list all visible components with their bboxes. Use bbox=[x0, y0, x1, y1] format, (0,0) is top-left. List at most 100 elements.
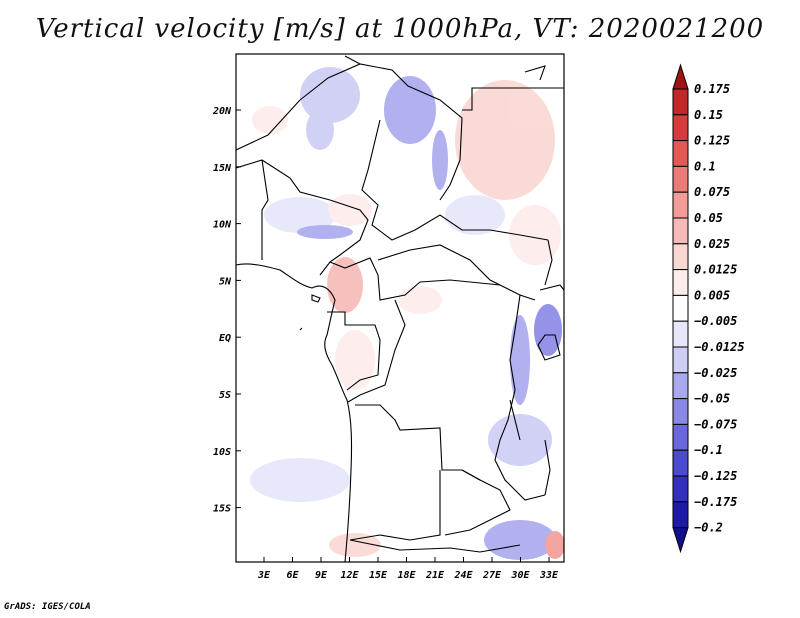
positive-velocity-patch bbox=[398, 286, 442, 314]
border-uganda bbox=[539, 284, 564, 291]
colorbar-segment bbox=[672, 140, 689, 167]
positive-velocity-patch bbox=[509, 205, 561, 265]
lon-tick-label: 21E bbox=[425, 570, 445, 581]
positive-velocity-patch bbox=[329, 533, 381, 557]
border-ethiopia bbox=[544, 239, 553, 286]
red-sea-coast bbox=[524, 65, 546, 81]
colorbar: 0.175 0.15 0.125 0.1 0.075 0.05 0.025 0.0125 0.0… bbox=[672, 63, 745, 554]
colorbar-segment bbox=[672, 165, 689, 193]
colorbar-segment bbox=[672, 449, 689, 477]
colorbar-bottom-arrow bbox=[672, 527, 689, 554]
lat-tick-label: 5S bbox=[219, 390, 231, 401]
lon-tick-label: 27E bbox=[482, 570, 502, 581]
colorbar-label: 0.0125 bbox=[694, 263, 737, 277]
colorbar-segment bbox=[672, 501, 689, 529]
colorbar-label: 0.15 bbox=[694, 108, 723, 122]
colorbar-label: 0.125 bbox=[694, 134, 730, 148]
colorbar-label: −0.05 bbox=[694, 392, 730, 406]
lon-tick-label: 18E bbox=[397, 570, 416, 581]
sao-tome bbox=[299, 327, 303, 331]
positive-velocity-patch bbox=[335, 330, 375, 390]
positive-velocity-patch bbox=[455, 80, 555, 200]
negative-velocity-patch bbox=[445, 195, 505, 235]
colorbar-segment bbox=[672, 269, 689, 296]
colorbar-label: −0.005 bbox=[694, 314, 737, 328]
border-angola-drc bbox=[355, 404, 481, 481]
lat-tick-label: 15N bbox=[213, 163, 232, 174]
negative-velocity-patch bbox=[250, 458, 350, 502]
negative-velocity-patch bbox=[534, 304, 562, 356]
map-frame bbox=[235, 53, 565, 563]
positive-velocity-patch bbox=[327, 257, 363, 313]
border-guinea-coast bbox=[261, 159, 269, 260]
grads-credit: GrADS: IGES/COLA bbox=[4, 602, 91, 612]
border-namibia-botswana bbox=[349, 539, 521, 553]
border-angola-namibia bbox=[349, 470, 441, 541]
negative-velocity-patch bbox=[432, 130, 448, 190]
positive-velocity-patch bbox=[545, 531, 564, 559]
colorbar-segment bbox=[672, 88, 689, 116]
border-north bbox=[344, 55, 361, 65]
colorbar-segment bbox=[672, 217, 689, 245]
colorbar-segment bbox=[672, 423, 689, 451]
colorbar-top-arrow bbox=[672, 63, 689, 90]
negative-velocity-patch bbox=[300, 67, 360, 123]
lat-tick-label: 15S bbox=[213, 504, 231, 515]
colorbar-segment bbox=[672, 398, 689, 425]
map-title: Vertical velocity [m/s] at 1000hPa, VT: … bbox=[35, 14, 765, 44]
country-borders bbox=[236, 55, 564, 562]
colorbar-label: 0.05 bbox=[694, 211, 723, 225]
bioko-island bbox=[311, 294, 321, 303]
border-drc-east bbox=[494, 294, 546, 501]
colorbar-label: 0.075 bbox=[694, 185, 730, 199]
border-mali bbox=[236, 99, 301, 151]
lon-tick-label: 6E bbox=[286, 570, 299, 581]
border-west-africa bbox=[236, 159, 369, 276]
border-congo-drc bbox=[347, 299, 406, 403]
colorbar-segment bbox=[672, 191, 689, 219]
border-zambia bbox=[444, 469, 511, 536]
negative-velocity-patch bbox=[484, 520, 556, 560]
lon-tick-label: 33E bbox=[539, 570, 559, 581]
lake-tanganyika bbox=[509, 399, 521, 441]
lon-tick-label: 30E bbox=[510, 570, 530, 581]
colorbar-label: −0.175 bbox=[694, 495, 737, 509]
colorbar-segment bbox=[672, 294, 689, 322]
atlantic-coastline bbox=[236, 263, 353, 562]
lat-tick-label: 10N bbox=[213, 220, 232, 231]
colorbar-segment bbox=[672, 346, 689, 374]
longitude-axis: 3E 6E 9E 12E 15E 18E 21E 24E 27E 30E 33E bbox=[257, 557, 559, 581]
velocity-shading bbox=[250, 67, 564, 560]
lon-tick-label: 12E bbox=[340, 570, 359, 581]
colorbar-label: 0.175 bbox=[694, 82, 730, 96]
lake-victoria bbox=[537, 334, 561, 361]
colorbar-segment bbox=[672, 320, 689, 348]
colorbar-label: −0.075 bbox=[694, 417, 737, 431]
colorbar-segment bbox=[672, 475, 689, 503]
border-cameroon-car bbox=[329, 257, 501, 301]
negative-velocity-patch bbox=[297, 225, 353, 239]
negative-velocity-patch bbox=[510, 315, 530, 405]
border-sahel bbox=[299, 63, 463, 201]
lon-tick-label: 3E bbox=[257, 570, 271, 581]
positive-velocity-patch bbox=[328, 194, 372, 226]
colorbar-segment bbox=[672, 114, 689, 142]
colorbar-label: −0.2 bbox=[694, 521, 723, 535]
negative-velocity-patch bbox=[264, 197, 336, 233]
latitude-axis: 20N 15N 10N 5N EQ 5S 10S 15S bbox=[212, 106, 241, 515]
colorbar-label: −0.025 bbox=[694, 366, 737, 380]
negative-velocity-patch bbox=[306, 110, 334, 150]
lat-tick-label: 20N bbox=[212, 106, 232, 117]
map-plot-area bbox=[235, 53, 565, 563]
lon-tick-label: 9E bbox=[315, 570, 328, 581]
colorbar-segment bbox=[672, 372, 689, 400]
colorbar-label: 0.025 bbox=[694, 237, 730, 251]
lon-tick-label: 15E bbox=[369, 570, 388, 581]
border-chad-sudan bbox=[361, 119, 549, 241]
lon-tick-label: 24E bbox=[453, 570, 473, 581]
positive-velocity-patch bbox=[252, 106, 288, 134]
lake-malawi bbox=[544, 439, 551, 496]
colorbar-label: 0.1 bbox=[694, 159, 716, 173]
colorbar-label: −0.125 bbox=[694, 469, 737, 483]
